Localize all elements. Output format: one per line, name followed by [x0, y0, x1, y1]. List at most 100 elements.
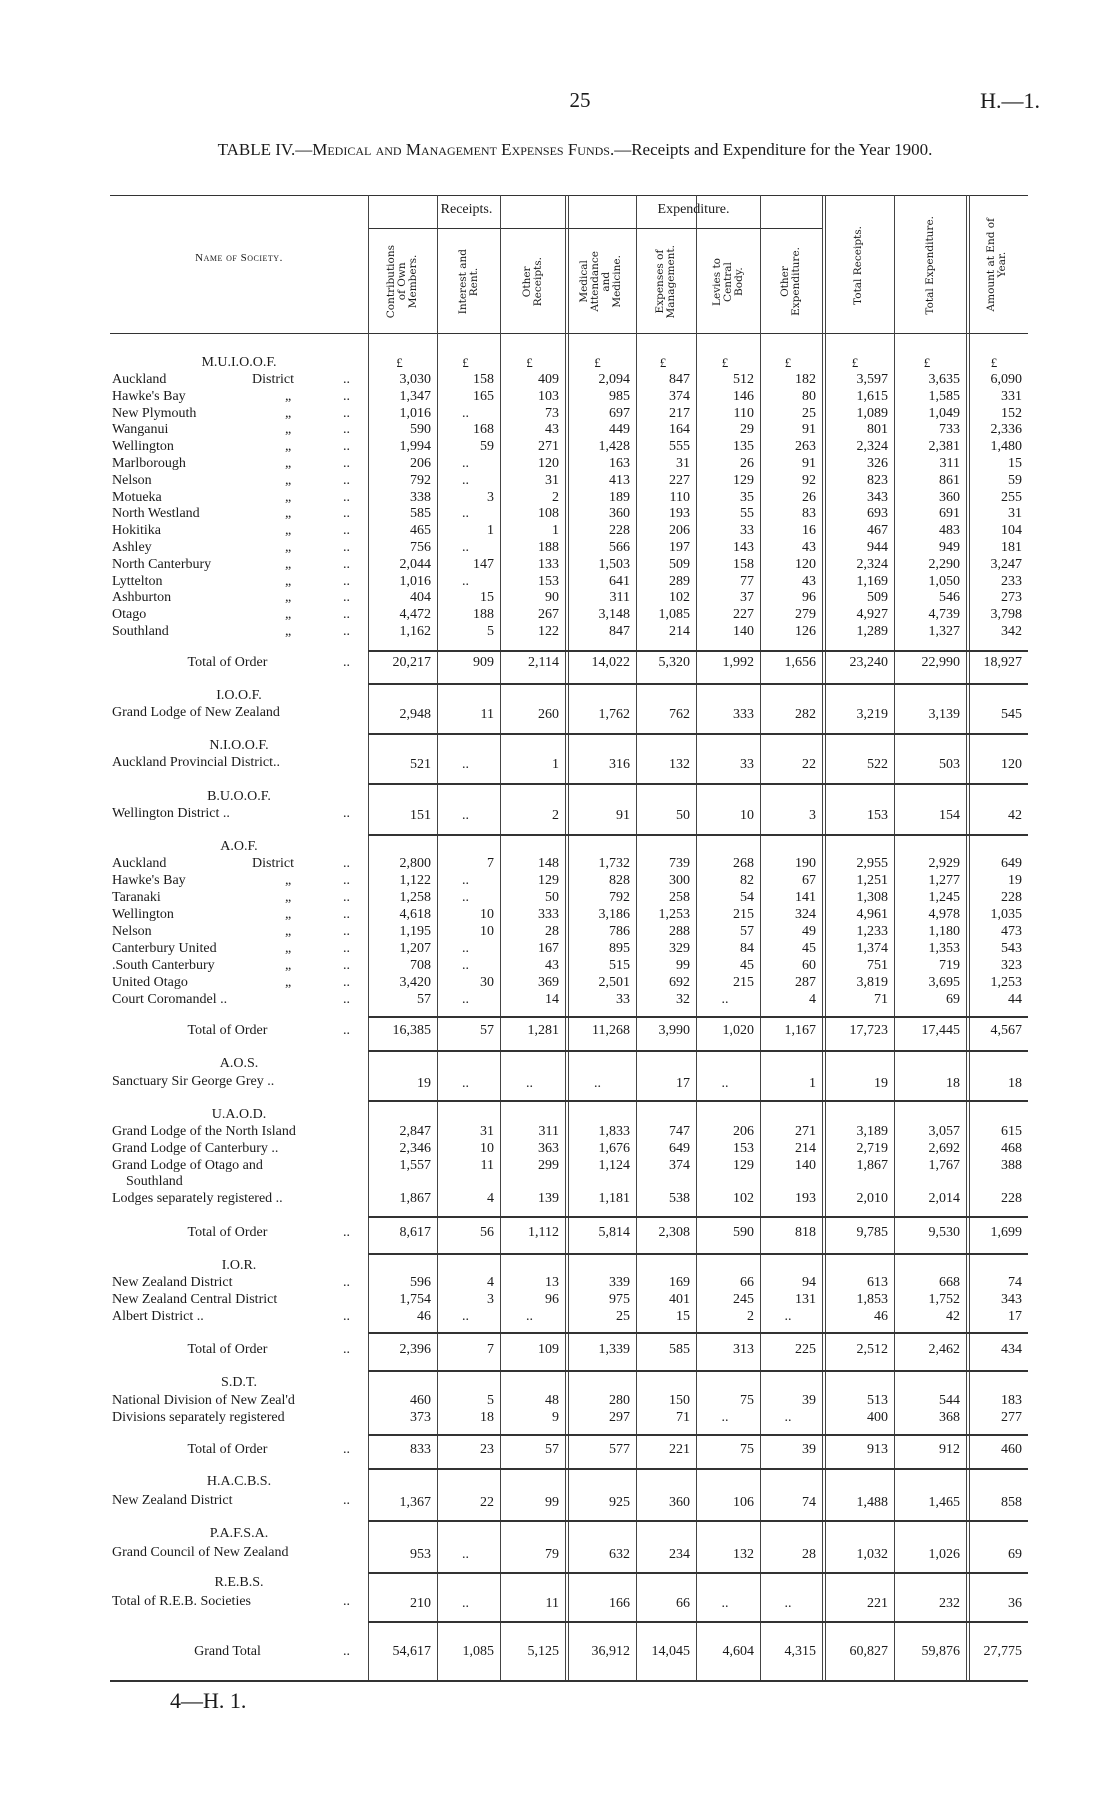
column-header-text: Medical Attendance and Medicine.: [577, 251, 623, 312]
row-cell: 2,847: [399, 1124, 432, 1139]
row-cell: 1,308: [856, 890, 889, 905]
column-rule: [565, 195, 566, 1680]
row-cell: 28: [545, 924, 559, 939]
row-cell: ..: [462, 405, 469, 421]
total-cell: 912: [939, 1442, 960, 1457]
row-cell: 1,016: [399, 573, 432, 589]
ditto-mark: „: [285, 422, 292, 438]
society-name: Court Coromandel ..: [112, 992, 228, 1007]
row-cell: 1,615: [856, 388, 889, 404]
ditto-mark: „: [285, 573, 292, 589]
row-cell: ..: [721, 1596, 729, 1611]
society-name: Sanctuary Sir George Grey ..: [112, 1074, 275, 1089]
row-cell: 166: [609, 1596, 630, 1611]
total-label: Total of Order: [187, 1442, 268, 1457]
row-cell: 468: [1001, 1141, 1022, 1156]
row-cell: 33: [740, 757, 754, 772]
row-cell: 182: [795, 372, 816, 387]
total-label: Total of Order: [187, 1023, 268, 1038]
society-name: Total of R.E.B. Societies: [112, 1594, 252, 1609]
rule: [368, 1216, 1028, 1218]
leader-dots: ..: [343, 1493, 350, 1508]
currency-cell: £: [923, 355, 931, 370]
total-cell: 9,530: [928, 1225, 961, 1240]
row-cell: 368: [939, 1410, 960, 1425]
total-cell: 2,114: [528, 655, 559, 670]
row-cell: 1,181: [598, 1191, 631, 1206]
row-cell: 206: [410, 456, 431, 471]
row-cell: 1,762: [598, 707, 631, 722]
row-cell: 55: [740, 506, 754, 522]
society-name: Grand Lodge of Canterbury ..: [112, 1141, 279, 1156]
row-cell: 271: [795, 1124, 816, 1139]
ditto-mark: „: [285, 405, 292, 421]
row-cell: 1,676: [598, 1141, 631, 1156]
row-cell: 46: [874, 1309, 888, 1324]
row-cell: 90: [545, 590, 559, 606]
row-cell: 168: [473, 422, 494, 438]
ditto-mark: „: [285, 590, 292, 606]
row-cell: 1,169: [856, 573, 889, 589]
row-cell: 103: [538, 388, 559, 404]
row-cell: ..: [462, 890, 469, 905]
column-rule: [636, 195, 637, 1680]
row-cell: 649: [669, 1141, 690, 1156]
row-cell: 300: [669, 873, 690, 888]
leader-dots: ..: [343, 806, 350, 821]
society-name: Auckland: [112, 856, 167, 871]
row-cell: 1,026: [928, 1547, 961, 1562]
row-cell: ..: [721, 1076, 729, 1091]
row-cell: 3: [487, 1292, 494, 1307]
row-cell: 858: [1001, 1495, 1022, 1510]
row-cell: 3,139: [928, 707, 961, 722]
row-cell: 18: [1008, 1076, 1022, 1091]
row-cell: ..: [526, 1309, 533, 1324]
row-cell: 522: [867, 757, 888, 772]
total-label: Total of Order: [187, 1342, 268, 1357]
title-rest: —Receipts and Expenditure for the Year 1…: [614, 140, 933, 159]
row-cell: 140: [795, 1158, 816, 1173]
rule: [110, 195, 1028, 196]
leader-dots: ..: [343, 573, 350, 589]
ditto-mark: „: [285, 624, 292, 639]
row-cell: 360: [669, 1495, 690, 1510]
order-heading: A.O.S.: [219, 1056, 259, 1071]
row-cell: 153: [538, 573, 559, 589]
title-prefix: TABLE IV.—: [217, 140, 313, 159]
row-cell: 1,374: [856, 941, 889, 956]
row-cell: 513: [867, 1393, 888, 1408]
row-cell: 409: [538, 372, 559, 387]
row-cell: 165: [473, 388, 494, 404]
row-cell: 756: [410, 540, 431, 555]
column-rule: [966, 195, 967, 1680]
row-cell: 45: [740, 958, 754, 973]
row-cell: 828: [609, 873, 630, 888]
total-cell: 1,020: [722, 1023, 755, 1038]
rule: [368, 1050, 1028, 1052]
total-cell: 818: [795, 1225, 816, 1240]
row-cell: 404: [410, 590, 431, 606]
row-cell: 374: [669, 1158, 690, 1173]
total-cell: 913: [867, 1442, 888, 1457]
row-cell: 43: [802, 540, 816, 555]
row-cell: 48: [545, 1393, 559, 1408]
row-cell: 544: [939, 1393, 960, 1408]
row-cell: 60: [802, 958, 816, 973]
total-cell: 1,281: [527, 1023, 560, 1038]
row-cell: 94: [802, 1275, 816, 1290]
column-rule: [969, 195, 970, 1680]
row-cell: ..: [721, 1410, 729, 1425]
row-cell: 801: [867, 422, 888, 438]
column-header-9: Total Expenditure.: [894, 197, 966, 333]
society-name: Taranaki: [112, 890, 161, 905]
page-number: 25: [569, 88, 591, 112]
row-cell: 277: [1001, 1410, 1022, 1425]
row-cell: 641: [609, 573, 630, 589]
document-reference: H.—1.: [980, 88, 1040, 113]
total-cell: 18,927: [983, 655, 1023, 670]
row-cell: 193: [795, 1191, 816, 1206]
society-name: Grand Lodge of Otago and: [112, 1158, 263, 1173]
row-cell: 167: [538, 941, 559, 956]
row-cell: 311: [609, 590, 630, 606]
row-cell: ..: [462, 540, 469, 555]
